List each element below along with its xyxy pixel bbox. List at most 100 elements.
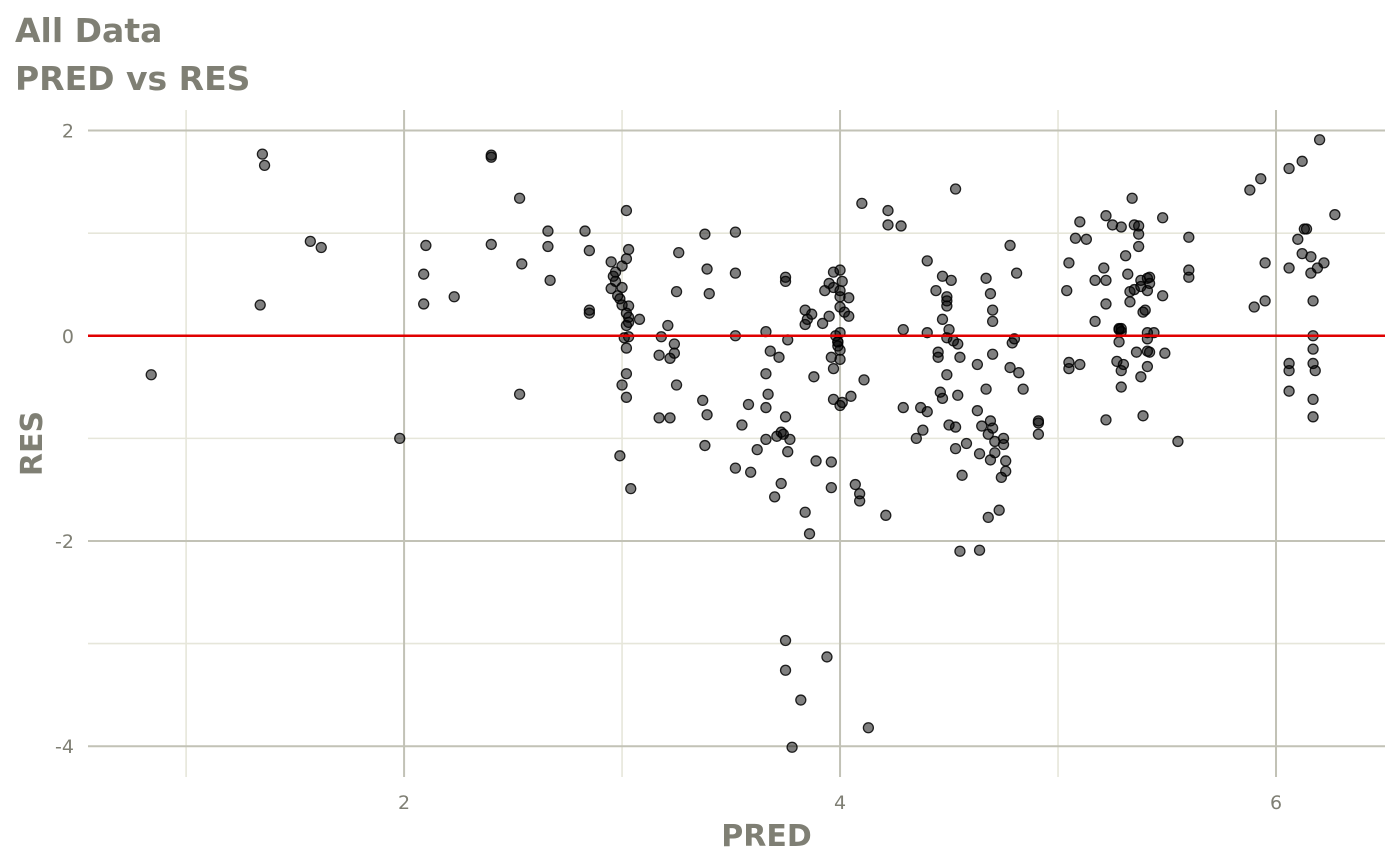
data-point [952, 338, 964, 350]
data-point [834, 264, 846, 276]
data-point [1119, 250, 1132, 262]
data-point [845, 390, 857, 402]
data-point [954, 545, 966, 557]
data-point [779, 411, 792, 423]
data-point [843, 310, 855, 322]
data-point [825, 481, 837, 494]
data-point [1061, 284, 1073, 297]
data-point [1143, 277, 1156, 290]
data-point [984, 288, 997, 300]
data-point [1159, 347, 1171, 359]
data-point [834, 344, 846, 356]
data-point [895, 220, 907, 232]
data-point [664, 412, 676, 424]
data-point [982, 511, 994, 524]
data-point [1307, 343, 1319, 355]
data-point [697, 394, 709, 407]
data-point [513, 388, 526, 400]
data-point [513, 192, 526, 204]
data-point [760, 401, 772, 414]
data-point [516, 258, 528, 270]
data-point [1157, 212, 1169, 224]
data-point [768, 491, 781, 503]
data-point [799, 506, 811, 518]
data-point [258, 159, 271, 172]
x-tick-label: 4 [834, 792, 846, 814]
data-point [1100, 210, 1112, 222]
data-point [1089, 274, 1101, 286]
data-point [803, 528, 816, 540]
data-point [620, 368, 633, 380]
data-point [620, 204, 633, 217]
data-point [1113, 336, 1125, 348]
data-point [1013, 367, 1025, 379]
data-point [542, 240, 554, 253]
y-tick-label: 0 [62, 326, 74, 348]
data-point [836, 396, 848, 409]
data-point [1296, 155, 1308, 167]
data-point [485, 151, 497, 163]
data-point [1139, 304, 1151, 316]
data-point [420, 239, 432, 252]
data-point [703, 288, 715, 300]
data-point [1183, 231, 1195, 243]
data-point [843, 292, 855, 304]
data-point [1115, 221, 1127, 233]
data-point [1100, 298, 1112, 310]
data-point [810, 455, 822, 467]
data-point [786, 741, 798, 753]
y-tick-label: -2 [55, 531, 74, 553]
data-point [620, 391, 633, 403]
data-point [729, 226, 742, 238]
data-point [856, 197, 868, 210]
data-point [1074, 358, 1086, 371]
data-point [897, 401, 909, 414]
data-point [960, 437, 973, 450]
data-point [949, 421, 962, 433]
data-point [616, 379, 628, 391]
data-point [625, 483, 637, 495]
data-point [980, 383, 992, 395]
data-point [1283, 262, 1295, 274]
data-point [949, 183, 962, 195]
data-point [945, 274, 957, 286]
data-point [1063, 362, 1075, 375]
data-point [583, 307, 596, 319]
data-point [784, 433, 796, 446]
data-point [910, 432, 922, 445]
data-point [989, 447, 1001, 459]
data-point [993, 504, 1005, 516]
data-point [620, 342, 633, 354]
data-point [1135, 371, 1147, 383]
grid-lines [88, 110, 1385, 777]
tick-labels: 2 4 6 -4 -2 0 2 [55, 121, 1282, 814]
y-tick-label: 2 [62, 121, 74, 143]
data-point [782, 446, 794, 458]
data-point [1126, 192, 1138, 204]
data-point [1292, 233, 1304, 245]
data-points [145, 134, 1341, 753]
data-point [616, 281, 628, 294]
data-point [936, 392, 949, 404]
data-point [653, 412, 665, 424]
x-tick-label: 6 [1270, 792, 1282, 814]
y-tick-label: -4 [55, 736, 74, 758]
data-point [795, 694, 807, 706]
data-point [986, 304, 999, 316]
data-point [930, 284, 942, 297]
data-point [823, 310, 835, 322]
data-point [254, 299, 266, 311]
data-point [579, 225, 591, 237]
data-point [956, 469, 968, 481]
data-point [622, 243, 635, 256]
data-point [1329, 209, 1341, 221]
data-point [954, 351, 966, 363]
data-point [1017, 383, 1029, 395]
data-point [952, 389, 964, 401]
data-point [145, 369, 157, 381]
data-point [751, 444, 763, 456]
data-point [699, 228, 711, 240]
data-point [1248, 301, 1260, 313]
data-point [620, 253, 633, 265]
